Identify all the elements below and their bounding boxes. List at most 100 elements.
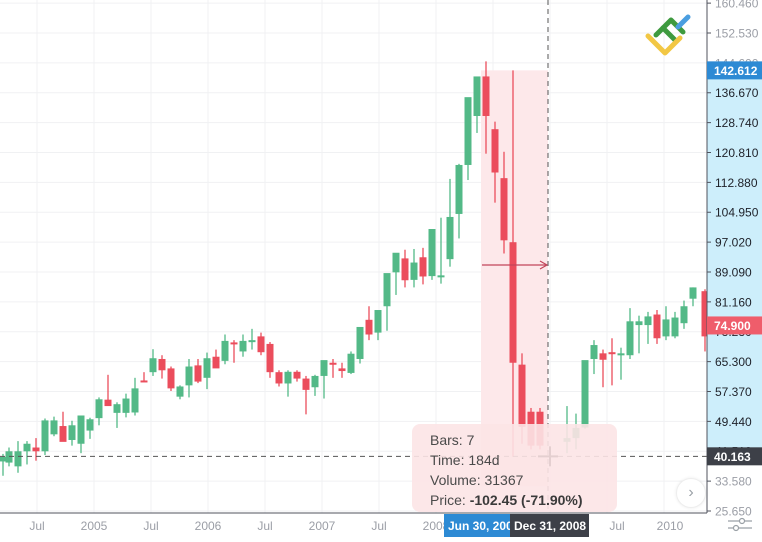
chevron-right-icon: › — [688, 484, 694, 501]
candle — [455, 163, 463, 239]
time-label-crosshair: Dec 31, 2008 — [510, 514, 589, 537]
candle — [113, 402, 121, 428]
candle — [302, 375, 310, 415]
candle — [374, 310, 382, 341]
candle — [176, 385, 184, 400]
candle — [257, 332, 265, 356]
price-tick: 33.580 — [715, 475, 752, 489]
candle — [482, 61, 490, 154]
price-tick: 25.650 — [715, 504, 752, 518]
price-axis[interactable]: 160.460152.530144.600136.670128.740120.8… — [706, 0, 762, 518]
candle — [95, 397, 103, 426]
candle — [122, 393, 130, 418]
candle — [329, 358, 337, 378]
time-tick: 2005 — [81, 519, 108, 533]
time-tick: Jul — [257, 519, 272, 533]
candle — [635, 315, 643, 354]
candle — [653, 310, 661, 344]
price-label-crosshair: 40.163 — [707, 447, 762, 466]
candle — [419, 247, 427, 285]
candle — [446, 178, 454, 267]
candle — [239, 334, 247, 357]
candle — [500, 151, 508, 254]
scroll-to-realtime-button[interactable]: › — [676, 478, 706, 508]
candle — [77, 415, 85, 454]
price-tick: 81.160 — [715, 295, 752, 309]
candle — [185, 358, 193, 398]
candle — [473, 76, 481, 133]
candle — [410, 248, 418, 288]
time-tick: Jul — [29, 519, 44, 533]
price-row: Price: -102.45 (-71.90%) — [430, 490, 617, 510]
candle — [212, 349, 220, 369]
candle — [662, 306, 670, 341]
time-value: 184d — [468, 452, 500, 468]
time-label: Time: — [430, 452, 465, 468]
bars-label: Bars: — [430, 432, 463, 448]
candle — [590, 340, 598, 375]
candle — [392, 252, 400, 295]
candle — [356, 326, 364, 364]
time-label-range-start: Jun 30, 200 — [444, 514, 513, 537]
price-label-last: 74.900 — [707, 316, 762, 335]
time-tick: 2008 — [423, 519, 450, 533]
candle — [140, 372, 148, 383]
candle — [383, 273, 391, 331]
candle — [158, 355, 166, 379]
scale-settings-icon[interactable] — [722, 515, 758, 535]
candle — [320, 360, 328, 399]
candle — [32, 438, 40, 461]
time-tick: 2007 — [309, 519, 336, 533]
svg-text:40.163: 40.163 — [714, 450, 751, 464]
price-tick: 152.530 — [715, 27, 759, 41]
candle — [230, 340, 238, 363]
time-tick: Jul — [143, 519, 158, 533]
bars-row: Bars: 7 — [430, 430, 617, 450]
candle — [293, 370, 301, 382]
candle — [248, 328, 256, 350]
candle-series — [0, 61, 709, 476]
candle — [599, 349, 607, 388]
candle — [311, 374, 319, 396]
time-axis[interactable]: Jul 2005 Jul 2006 Jul 2007 Jul 2008 Jul 2010 Jun 3… — [0, 512, 707, 537]
candle — [671, 311, 679, 339]
candle — [689, 287, 697, 307]
price-label-range-top: 142.612 — [707, 61, 762, 80]
candle — [338, 362, 346, 378]
candle — [365, 306, 373, 341]
price-tick: 104.950 — [715, 206, 759, 220]
svg-text:Jun 30, 200: Jun 30, 200 — [448, 519, 513, 533]
candle — [50, 416, 58, 437]
candle — [701, 289, 709, 352]
svg-text:142.612: 142.612 — [714, 64, 758, 78]
time-tick: 2010 — [657, 519, 684, 533]
candle — [68, 420, 76, 446]
time-tick: Jul — [371, 519, 386, 533]
time-tick: 2006 — [195, 519, 222, 533]
price-tick: 112.880 — [715, 176, 758, 190]
time-tick: Jul — [609, 519, 624, 533]
candle — [266, 342, 274, 378]
bars-value: 7 — [466, 432, 475, 448]
candle — [437, 217, 445, 284]
volume-value: 31367 — [484, 472, 524, 488]
price-tick: 57.370 — [715, 385, 752, 399]
candle — [86, 417, 94, 439]
candle — [203, 352, 211, 390]
candle — [5, 447, 13, 467]
candle — [581, 360, 589, 429]
candle — [617, 347, 625, 380]
volume-row: Volume: 31367 — [430, 470, 617, 490]
candle — [644, 311, 652, 344]
svg-text:74.900: 74.900 — [714, 319, 751, 333]
candle — [41, 418, 49, 456]
candle — [221, 334, 229, 365]
measure-info-box: Bars: 7 Time: 184d Volume: 31367 Price: … — [412, 424, 617, 512]
price-label: Price: — [430, 492, 466, 508]
candle — [59, 411, 67, 442]
candle — [23, 441, 31, 465]
candle — [401, 249, 409, 288]
svg-text:Dec 31, 2008: Dec 31, 2008 — [514, 519, 586, 533]
